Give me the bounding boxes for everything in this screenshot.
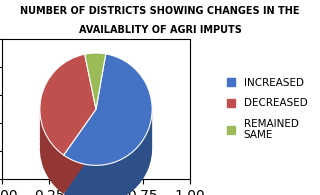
Wedge shape [64, 54, 152, 165]
Text: NUMBER OF DISTRICTS SHOWING CHANGES IN THE: NUMBER OF DISTRICTS SHOWING CHANGES IN T… [20, 6, 300, 16]
Wedge shape [85, 77, 106, 134]
Wedge shape [85, 58, 106, 114]
Wedge shape [64, 73, 152, 185]
Wedge shape [40, 88, 96, 189]
Wedge shape [64, 68, 152, 180]
Wedge shape [40, 79, 96, 179]
Wedge shape [64, 64, 152, 175]
Wedge shape [64, 59, 152, 170]
Wedge shape [40, 54, 96, 155]
Legend: INCREASED, DECREASED, REMAINED
SAME: INCREASED, DECREASED, REMAINED SAME [223, 74, 312, 144]
Wedge shape [64, 93, 152, 195]
Wedge shape [85, 53, 106, 109]
Wedge shape [40, 69, 96, 170]
Wedge shape [40, 59, 96, 160]
Wedge shape [85, 92, 106, 148]
Wedge shape [40, 83, 96, 184]
Wedge shape [64, 88, 152, 195]
Wedge shape [40, 93, 96, 194]
Wedge shape [85, 82, 106, 138]
Wedge shape [64, 78, 152, 190]
Wedge shape [85, 68, 106, 124]
Wedge shape [85, 63, 106, 119]
Wedge shape [85, 87, 106, 143]
Wedge shape [64, 83, 152, 195]
Wedge shape [40, 74, 96, 175]
Wedge shape [40, 64, 96, 165]
Wedge shape [85, 73, 106, 129]
Text: AVAILABLITY OF AGRI IMPUTS: AVAILABLITY OF AGRI IMPUTS [79, 25, 241, 35]
